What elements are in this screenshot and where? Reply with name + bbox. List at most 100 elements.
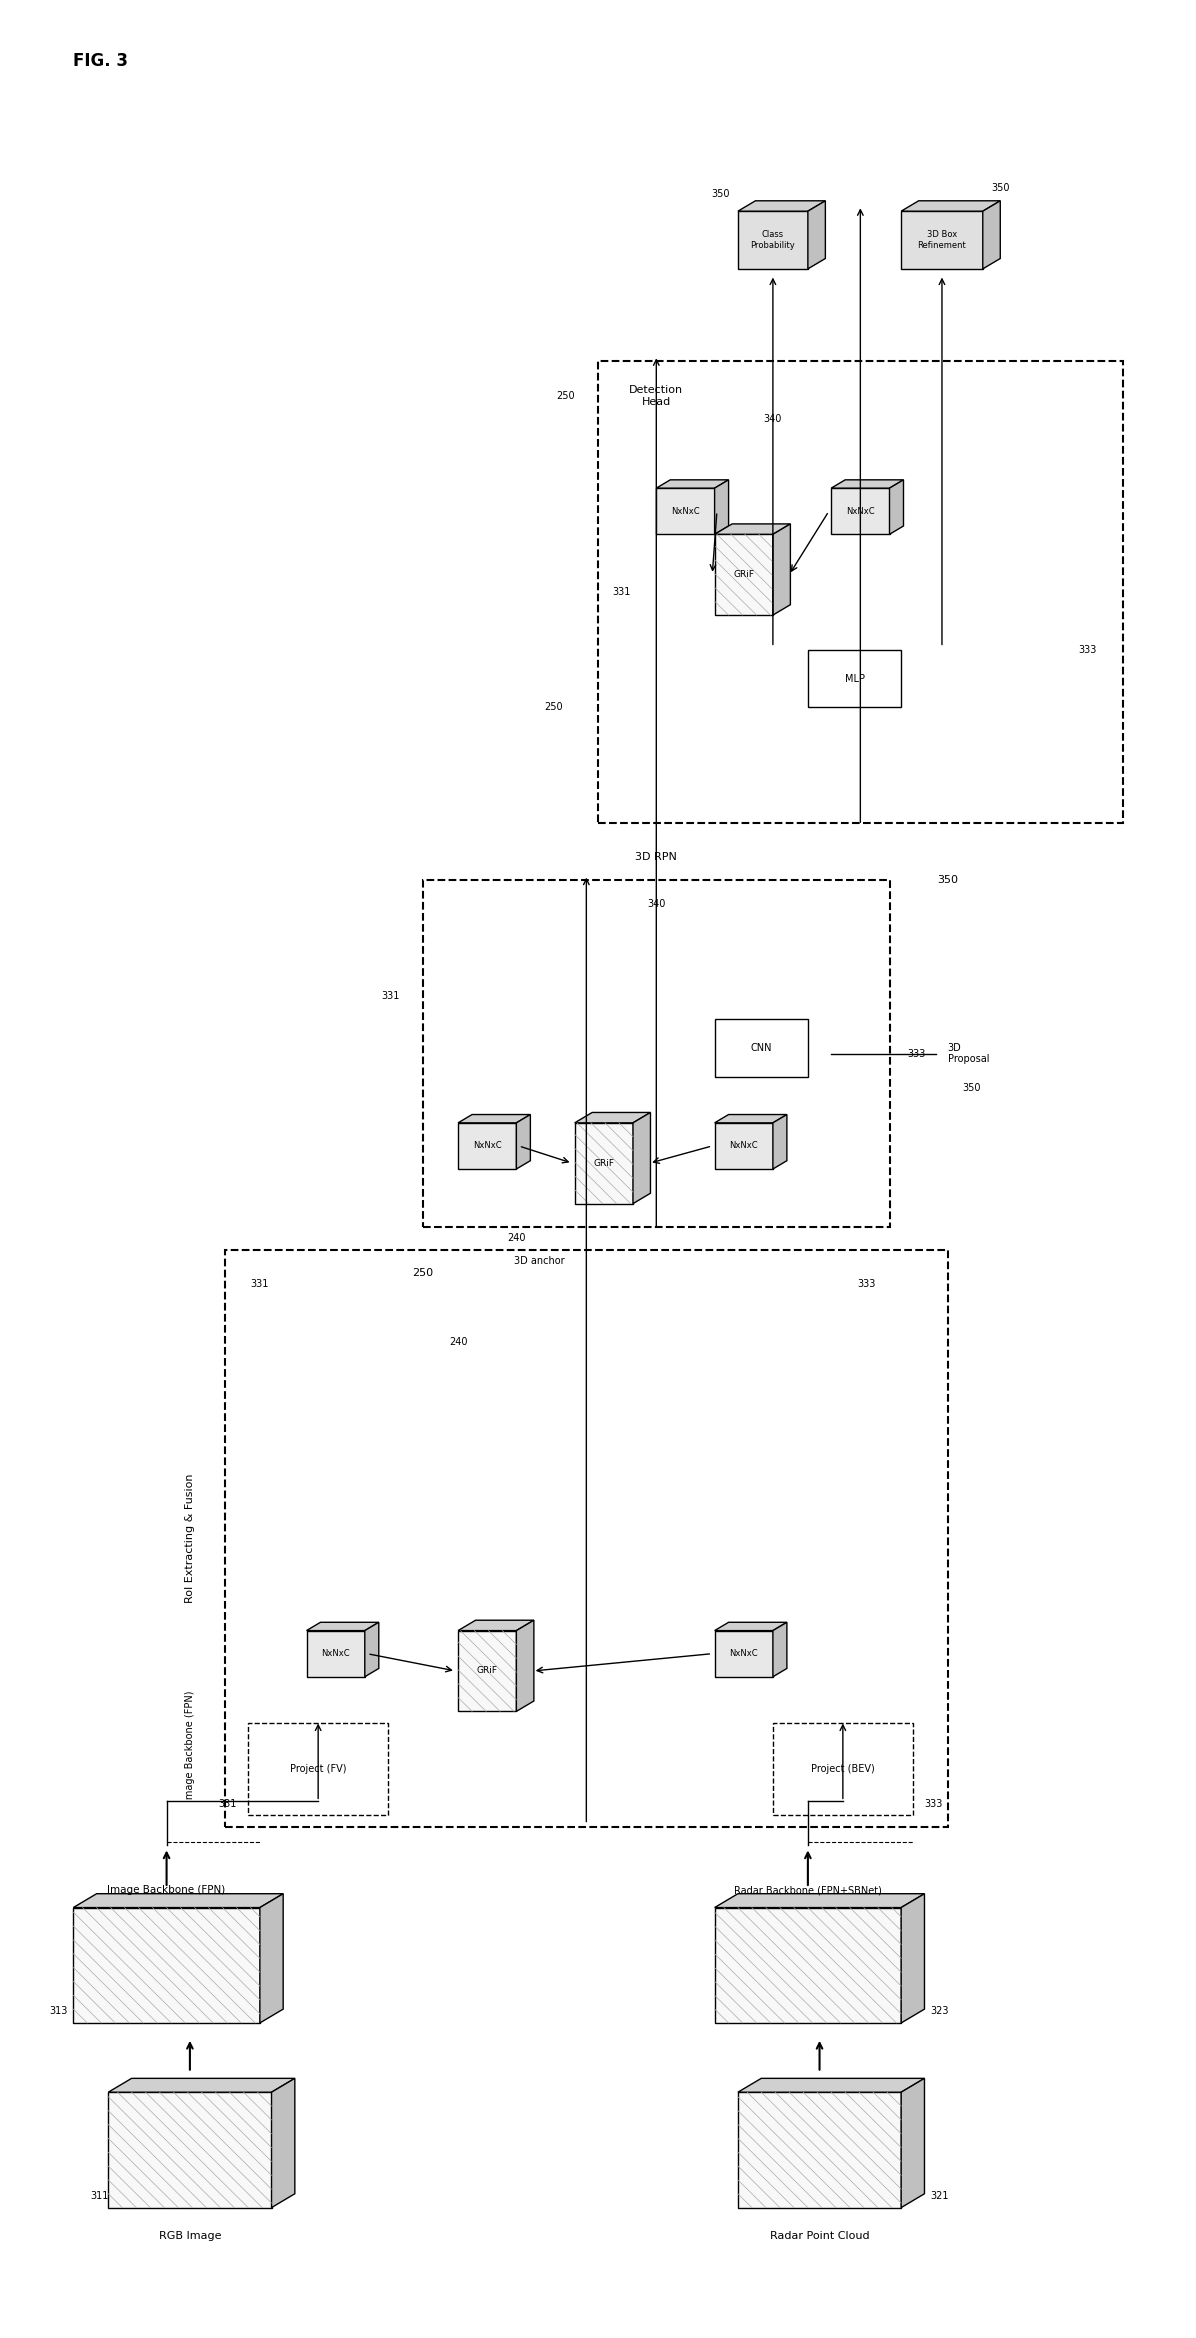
Polygon shape: [773, 1623, 787, 1676]
Polygon shape: [714, 524, 791, 535]
Text: 333: 333: [858, 1279, 875, 1288]
Polygon shape: [890, 479, 903, 535]
Text: 3D
Proposal: 3D Proposal: [947, 1043, 989, 1064]
Text: 350: 350: [991, 182, 1009, 194]
Text: 331: 331: [251, 1279, 269, 1288]
Polygon shape: [773, 524, 791, 615]
Polygon shape: [738, 2078, 925, 2093]
Text: Project (BEV): Project (BEV): [811, 1765, 874, 1775]
Polygon shape: [575, 1113, 651, 1122]
Polygon shape: [901, 201, 1000, 210]
Text: NxNxC: NxNxC: [322, 1648, 350, 1658]
Polygon shape: [517, 1115, 530, 1169]
Text: Class
Probability: Class Probability: [751, 231, 795, 250]
Polygon shape: [575, 1122, 633, 1204]
Bar: [773, 1723, 913, 1814]
Polygon shape: [714, 1115, 787, 1122]
Polygon shape: [738, 210, 807, 269]
Polygon shape: [458, 1620, 533, 1630]
FancyBboxPatch shape: [807, 650, 901, 708]
Text: GRiF: GRiF: [477, 1667, 498, 1676]
Text: 321: 321: [930, 2191, 948, 2200]
Text: 250: 250: [413, 1267, 434, 1279]
Text: Radar Point Cloud: Radar Point Cloud: [770, 2230, 869, 2242]
Polygon shape: [458, 1630, 517, 1711]
Polygon shape: [714, 1894, 925, 1908]
Text: CNN: CNN: [751, 1043, 771, 1052]
Text: 331: 331: [382, 991, 399, 1001]
Polygon shape: [714, 1908, 901, 2022]
Text: FIG. 3: FIG. 3: [73, 51, 128, 70]
Polygon shape: [738, 201, 825, 210]
Polygon shape: [73, 1908, 260, 2022]
Polygon shape: [260, 1894, 283, 2022]
Polygon shape: [657, 479, 728, 489]
Text: 250: 250: [544, 701, 563, 713]
Polygon shape: [738, 2093, 901, 2207]
Text: GRiF: GRiF: [593, 1160, 615, 1167]
Polygon shape: [633, 1113, 651, 1204]
Polygon shape: [831, 489, 890, 535]
Polygon shape: [73, 1894, 283, 1908]
Text: 333: 333: [1079, 645, 1097, 655]
Text: NxNxC: NxNxC: [730, 1648, 758, 1658]
Polygon shape: [714, 535, 773, 615]
Polygon shape: [831, 479, 903, 489]
Bar: [249, 1723, 389, 1814]
Polygon shape: [773, 1115, 787, 1169]
Text: 340: 340: [764, 414, 782, 423]
Polygon shape: [306, 1630, 365, 1676]
Polygon shape: [901, 2078, 925, 2207]
Text: RoI Extracting & Fusion: RoI Extracting & Fusion: [185, 1473, 195, 1604]
Polygon shape: [714, 1623, 787, 1630]
Text: 240: 240: [448, 1337, 468, 1347]
Text: 350: 350: [938, 874, 958, 886]
Text: NxNxC: NxNxC: [846, 507, 874, 517]
Text: 3D anchor: 3D anchor: [514, 1256, 565, 1267]
Bar: [598, 360, 1123, 823]
Text: NxNxC: NxNxC: [472, 1141, 501, 1150]
Text: Image Backbone (FPN): Image Backbone (FPN): [185, 1690, 195, 1803]
Text: 311: 311: [91, 2191, 109, 2200]
Polygon shape: [901, 210, 983, 269]
Polygon shape: [365, 1623, 379, 1676]
Polygon shape: [714, 479, 728, 535]
Polygon shape: [306, 1623, 379, 1630]
Text: 313: 313: [49, 2006, 67, 2015]
Text: RGB Image: RGB Image: [159, 2230, 221, 2242]
Bar: [225, 1251, 947, 1826]
Text: Project (FV): Project (FV): [289, 1765, 347, 1775]
Polygon shape: [983, 201, 1000, 269]
Polygon shape: [458, 1122, 517, 1169]
Text: 331: 331: [218, 1798, 237, 1810]
Bar: [423, 881, 890, 1227]
Text: 333: 333: [907, 1050, 926, 1059]
Polygon shape: [517, 1620, 533, 1711]
Polygon shape: [714, 1630, 773, 1676]
Polygon shape: [714, 1122, 773, 1169]
Text: Detection
Head: Detection Head: [629, 386, 683, 407]
Text: 3D RPN: 3D RPN: [635, 853, 677, 863]
Polygon shape: [657, 489, 714, 535]
Text: GRiF: GRiF: [733, 570, 755, 580]
Text: 350: 350: [712, 189, 730, 199]
Polygon shape: [458, 1115, 530, 1122]
Polygon shape: [109, 2093, 271, 2207]
Polygon shape: [109, 2078, 295, 2093]
Text: NxNxC: NxNxC: [730, 1141, 758, 1150]
Text: 3D Box
Refinement: 3D Box Refinement: [917, 231, 966, 250]
Text: 333: 333: [925, 1798, 942, 1810]
Text: 250: 250: [556, 390, 575, 400]
Polygon shape: [901, 1894, 925, 2022]
Text: Image Backbone (FPN): Image Backbone (FPN): [108, 1884, 226, 1896]
FancyBboxPatch shape: [714, 1019, 807, 1078]
Text: 350: 350: [962, 1082, 981, 1094]
Text: 240: 240: [507, 1232, 525, 1244]
Text: Radar Backbone (FPN+SBNet): Radar Backbone (FPN+SBNet): [734, 1884, 881, 1896]
Polygon shape: [807, 201, 825, 269]
Text: 340: 340: [647, 898, 665, 909]
Text: 323: 323: [930, 2006, 948, 2015]
Polygon shape: [271, 2078, 295, 2207]
Text: 331: 331: [612, 587, 630, 596]
Text: MLP: MLP: [844, 673, 865, 683]
